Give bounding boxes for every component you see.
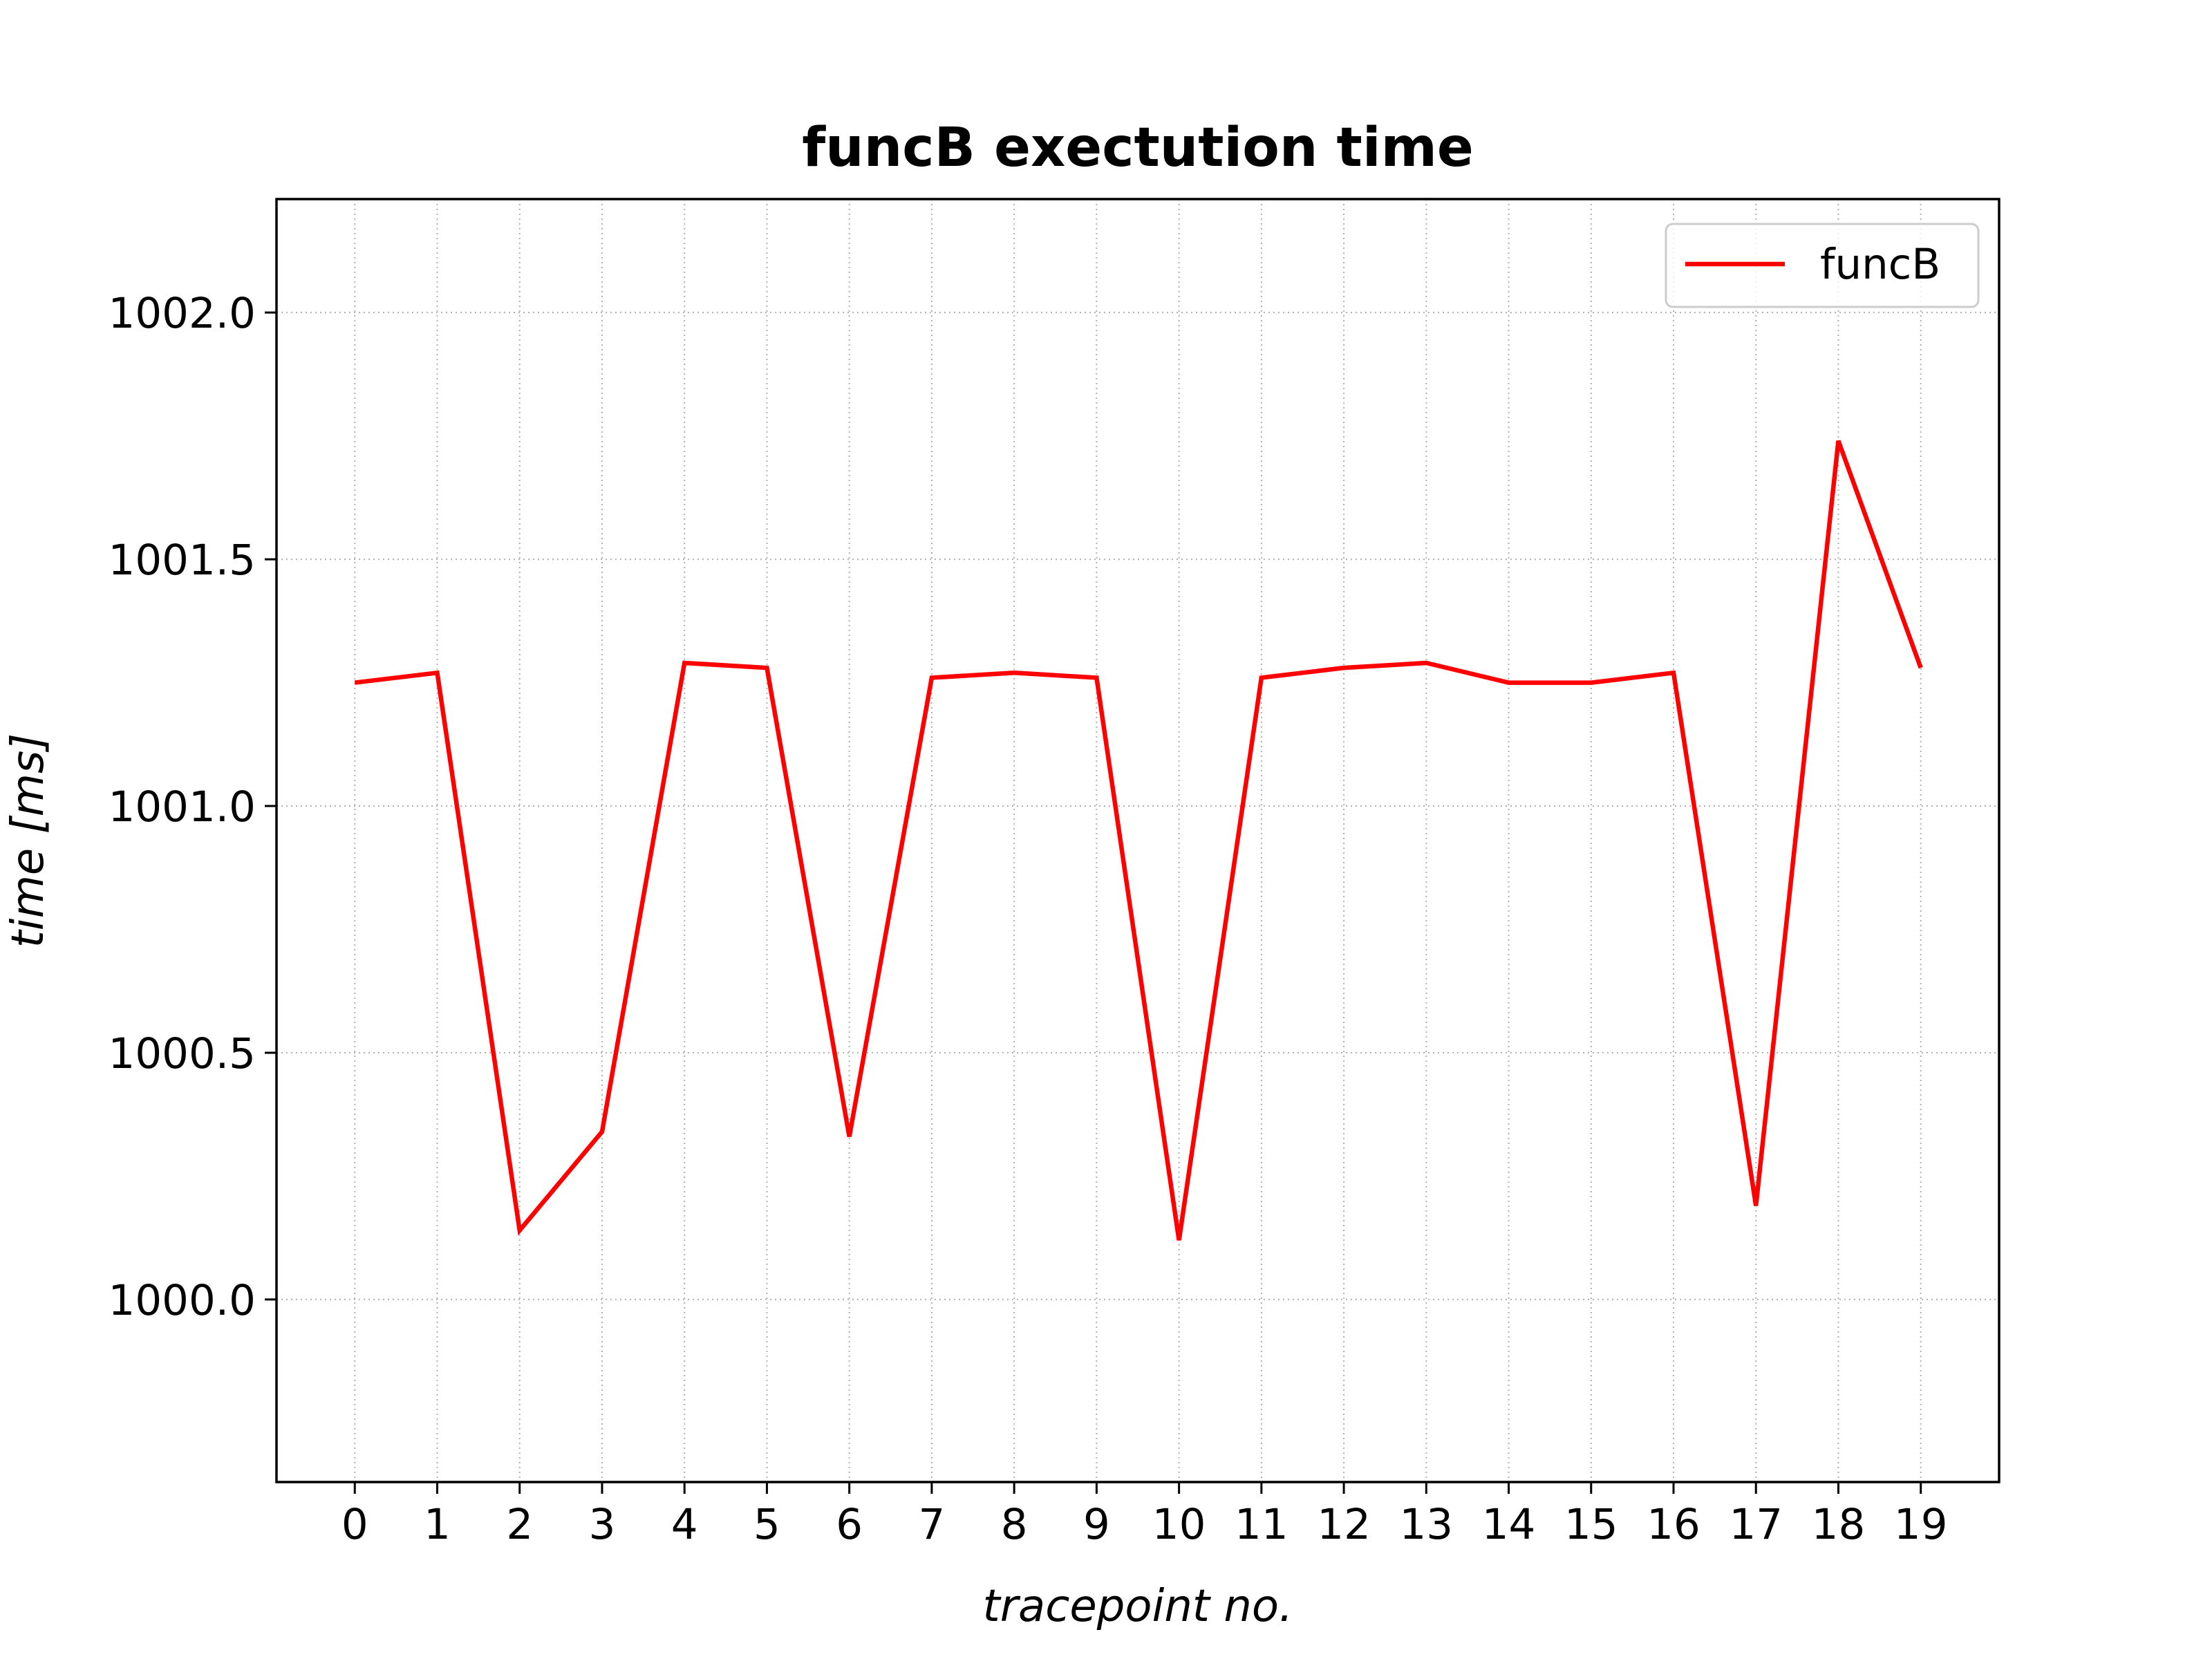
x-tick-label: 18 [1812,1500,1866,1549]
series-line-funcB [354,440,1923,1241]
x-tick-label: 15 [1564,1500,1618,1549]
x-tick-label: 2 [506,1500,533,1549]
x-tick-label: 13 [1400,1500,1454,1549]
y-tick-label: 1000.5 [109,1029,256,1078]
x-tick-label: 5 [753,1500,780,1549]
plot-frame [275,198,2000,1483]
x-tick-label: 3 [589,1500,616,1549]
x-tick-label: 16 [1647,1500,1700,1549]
series-lines [354,440,1923,1241]
legend-label: funcB [1820,240,1940,289]
chart-title: funcB exectution time [802,117,1474,179]
x-tick-label: 12 [1317,1500,1371,1549]
x-tick-label: 1 [424,1500,451,1549]
x-tick-label: 17 [1729,1500,1783,1549]
legend: funcB [1665,223,1980,308]
x-tick-label: 8 [1001,1500,1028,1549]
y-tick-label: 1001.5 [109,536,256,585]
x-axis-label: tracepoint no. [983,1581,1293,1632]
x-tick-label: 7 [919,1500,946,1549]
x-axis-ticks: 0 1 2 3 4 5 6 7 8 9 10 11 12 13 14 15 16 17 18 19 [341,1482,1948,1549]
y-axis-ticks: 1000.0 1000.5 1001.0 1001.5 1002.0 [109,289,276,1325]
x-tick-label: 9 [1083,1500,1110,1549]
x-tick-label: 6 [836,1500,863,1549]
y-axis-label: time [ms] [3,733,54,948]
x-tick-label: 10 [1152,1500,1206,1549]
x-tick-label: 11 [1235,1500,1288,1549]
x-tick-label: 14 [1482,1500,1536,1549]
y-tick-label: 1002.0 [109,289,256,338]
grid [276,199,1999,1482]
x-tick-label: 19 [1894,1500,1948,1549]
x-tick-label: 0 [341,1500,368,1549]
y-tick-label: 1000.0 [109,1276,256,1325]
legend-box [1665,223,1980,308]
y-tick-label: 1001.0 [109,782,256,832]
x-tick-label: 4 [671,1500,698,1549]
